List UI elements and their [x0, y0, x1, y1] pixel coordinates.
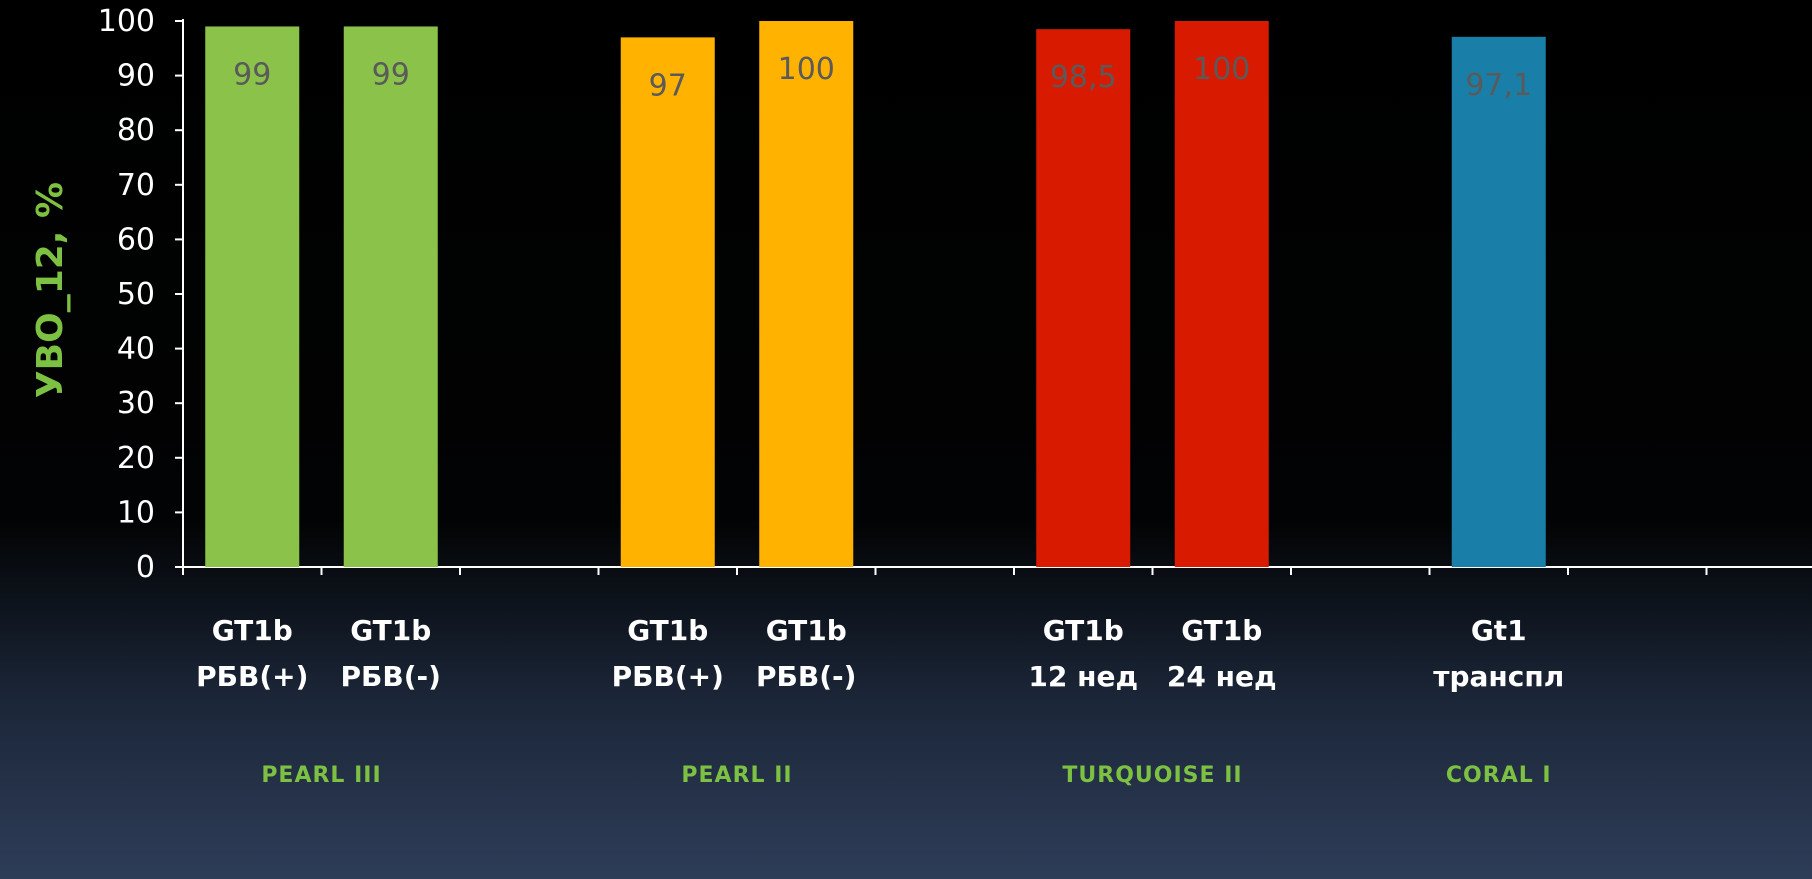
bar — [620, 37, 715, 567]
data-label: 97,1 — [1465, 68, 1532, 103]
bars-layer — [205, 21, 1546, 568]
x-tick-label: транспл — [1433, 660, 1564, 693]
y-tick-label: 30 — [117, 386, 155, 421]
y-tick-label: 60 — [117, 222, 155, 257]
x-tick-label: РБВ(+) — [196, 660, 308, 693]
data-label: 100 — [778, 52, 835, 87]
x-tick-label: 24 нед — [1167, 660, 1277, 693]
bar — [759, 21, 854, 567]
y-tick-label: 20 — [117, 441, 155, 476]
data-label: 99 — [372, 57, 410, 92]
y-tick-label: 0 — [136, 550, 155, 585]
data-label: 97 — [649, 68, 687, 103]
y-tick-label: 40 — [117, 332, 155, 367]
x-tick-label: GT1b — [766, 614, 847, 647]
group-label: CORAL I — [1446, 763, 1552, 788]
group-label: TURQUOISE II — [1062, 763, 1242, 788]
y-tick-label: 80 — [117, 113, 155, 148]
x-tick-label: GT1b — [1043, 614, 1124, 647]
data-label: 99 — [233, 57, 271, 92]
x-tick-label: РБВ(+) — [612, 660, 724, 693]
labels-layer: 99 GT1b РБВ(+) 99 GT1b РБВ(-) PEARL III 97 GT1b Р… — [196, 52, 1564, 788]
x-tick-label: GT1b — [1181, 614, 1262, 647]
bar — [343, 26, 438, 567]
bar — [1451, 36, 1546, 568]
x-tick-label: GT1b — [212, 614, 293, 647]
bar — [205, 26, 300, 567]
x-tick-label: РБВ(-) — [756, 660, 856, 693]
x-tick-label: 12 нед — [1028, 660, 1138, 693]
data-label: 98,5 — [1050, 60, 1117, 95]
x-tick-label: GT1b — [627, 614, 708, 647]
x-tick-label: Gt1 — [1471, 614, 1527, 647]
group-label: PEARL II — [681, 763, 792, 788]
x-tick-label: GT1b — [350, 614, 431, 647]
x-tick-label: РБВ(-) — [341, 660, 441, 693]
bar — [1036, 29, 1131, 567]
y-tick-label: 10 — [117, 495, 155, 530]
axes: 0 10 20 30 40 50 60 70 80 90 100 — [98, 4, 1812, 585]
group-label: PEARL III — [261, 763, 381, 788]
y-tick-label: 50 — [117, 277, 155, 312]
y-tick-label: 70 — [117, 168, 155, 203]
y-tick-label: 100 — [98, 4, 155, 39]
y-tick-label: 90 — [117, 59, 155, 94]
data-label: 100 — [1193, 52, 1250, 87]
bar — [1174, 21, 1269, 567]
y-axis-label: УВО_12, % — [30, 182, 71, 398]
